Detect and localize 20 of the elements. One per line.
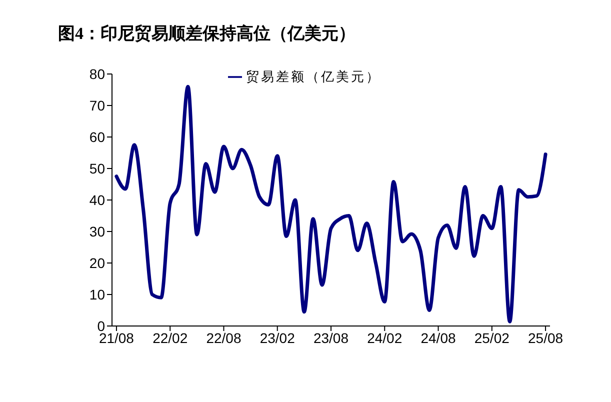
y-tick-label: 20 xyxy=(89,254,106,271)
line-series xyxy=(114,84,548,324)
y-tick-label: 70 xyxy=(89,97,106,114)
x-tick-label: 23/08 xyxy=(313,330,349,346)
y-tick-label: 0 xyxy=(97,318,106,334)
y-tick-label: 50 xyxy=(89,160,106,176)
x-tick-label: 22/02 xyxy=(152,330,188,346)
x-tick-label: 25/02 xyxy=(474,330,510,346)
chart-title: 图4：印尼贸易顺差保持高位（亿美元） xyxy=(58,23,356,45)
y-tick-label: 10 xyxy=(89,286,106,302)
legend-label: 贸易差额（亿美元） xyxy=(246,69,381,84)
y-tick-label: 80 xyxy=(89,66,106,82)
x-tick-label: 25/08 xyxy=(528,330,564,346)
y-tick-label: 60 xyxy=(89,128,106,145)
x-tick-label: 23/02 xyxy=(260,330,296,346)
y-tick-label: 30 xyxy=(89,223,106,240)
x-tick-label: 24/08 xyxy=(420,330,456,346)
x-tick-label: 24/02 xyxy=(367,330,402,346)
y-tick-label: 40 xyxy=(89,192,106,208)
x-tick-label: 22/08 xyxy=(206,330,242,346)
